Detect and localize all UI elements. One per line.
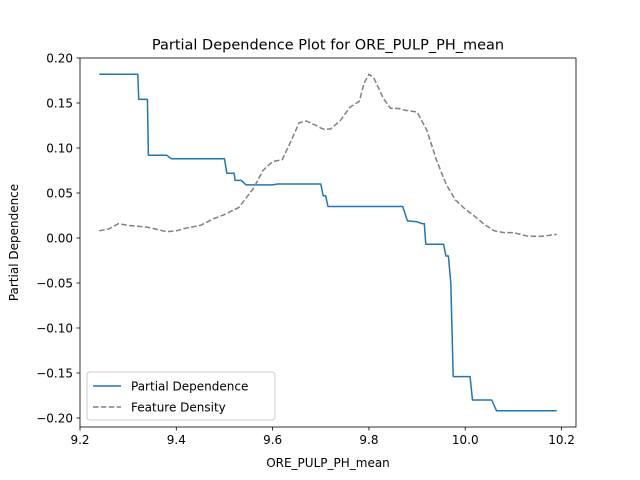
x-axis: 9.2 9.4 9.6 9.8 10.0 10.2 [70,427,575,447]
y-tick-label: 0.10 [46,141,73,155]
x-tick-label: 10.0 [452,433,479,447]
y-tick-label: −0.20 [36,411,73,425]
series-line-partial-dependence [99,73,557,412]
legend-box [86,371,276,421]
x-axis-label: ORE_PULP_PH_mean [266,456,390,470]
legend: Partial Dependence Feature Density [86,371,276,421]
y-tick-label: −0.10 [36,321,73,335]
y-tick-label: 0.00 [46,231,73,245]
legend-label-partial-dependence: Partial Dependence [131,380,248,394]
x-tick-label: 9.4 [167,433,186,447]
y-tick-label: −0.15 [36,366,73,380]
y-tick-label: −0.05 [36,276,73,290]
plot-area [99,73,557,412]
chart-title: Partial Dependence Plot for ORE_PULP_PH_… [152,38,504,54]
plot-frame [79,57,577,428]
y-axis: 0.20 0.15 0.10 0.05 0.00 −0.05 −0.10 −0.15 −0.20 [36,51,80,425]
y-tick-label: 0.20 [46,51,73,65]
x-tick-label: 10.2 [548,433,575,447]
y-tick-label: 0.05 [46,186,73,200]
legend-label-feature-density: Feature Density [131,401,226,415]
x-tick-label: 9.2 [70,433,89,447]
x-tick-label: 9.8 [359,433,378,447]
y-axis-label: Partial Dependence [7,184,21,301]
y-tick-label: 0.15 [46,96,73,110]
series-line-feature-density [99,73,557,237]
x-tick-label: 9.6 [263,433,282,447]
